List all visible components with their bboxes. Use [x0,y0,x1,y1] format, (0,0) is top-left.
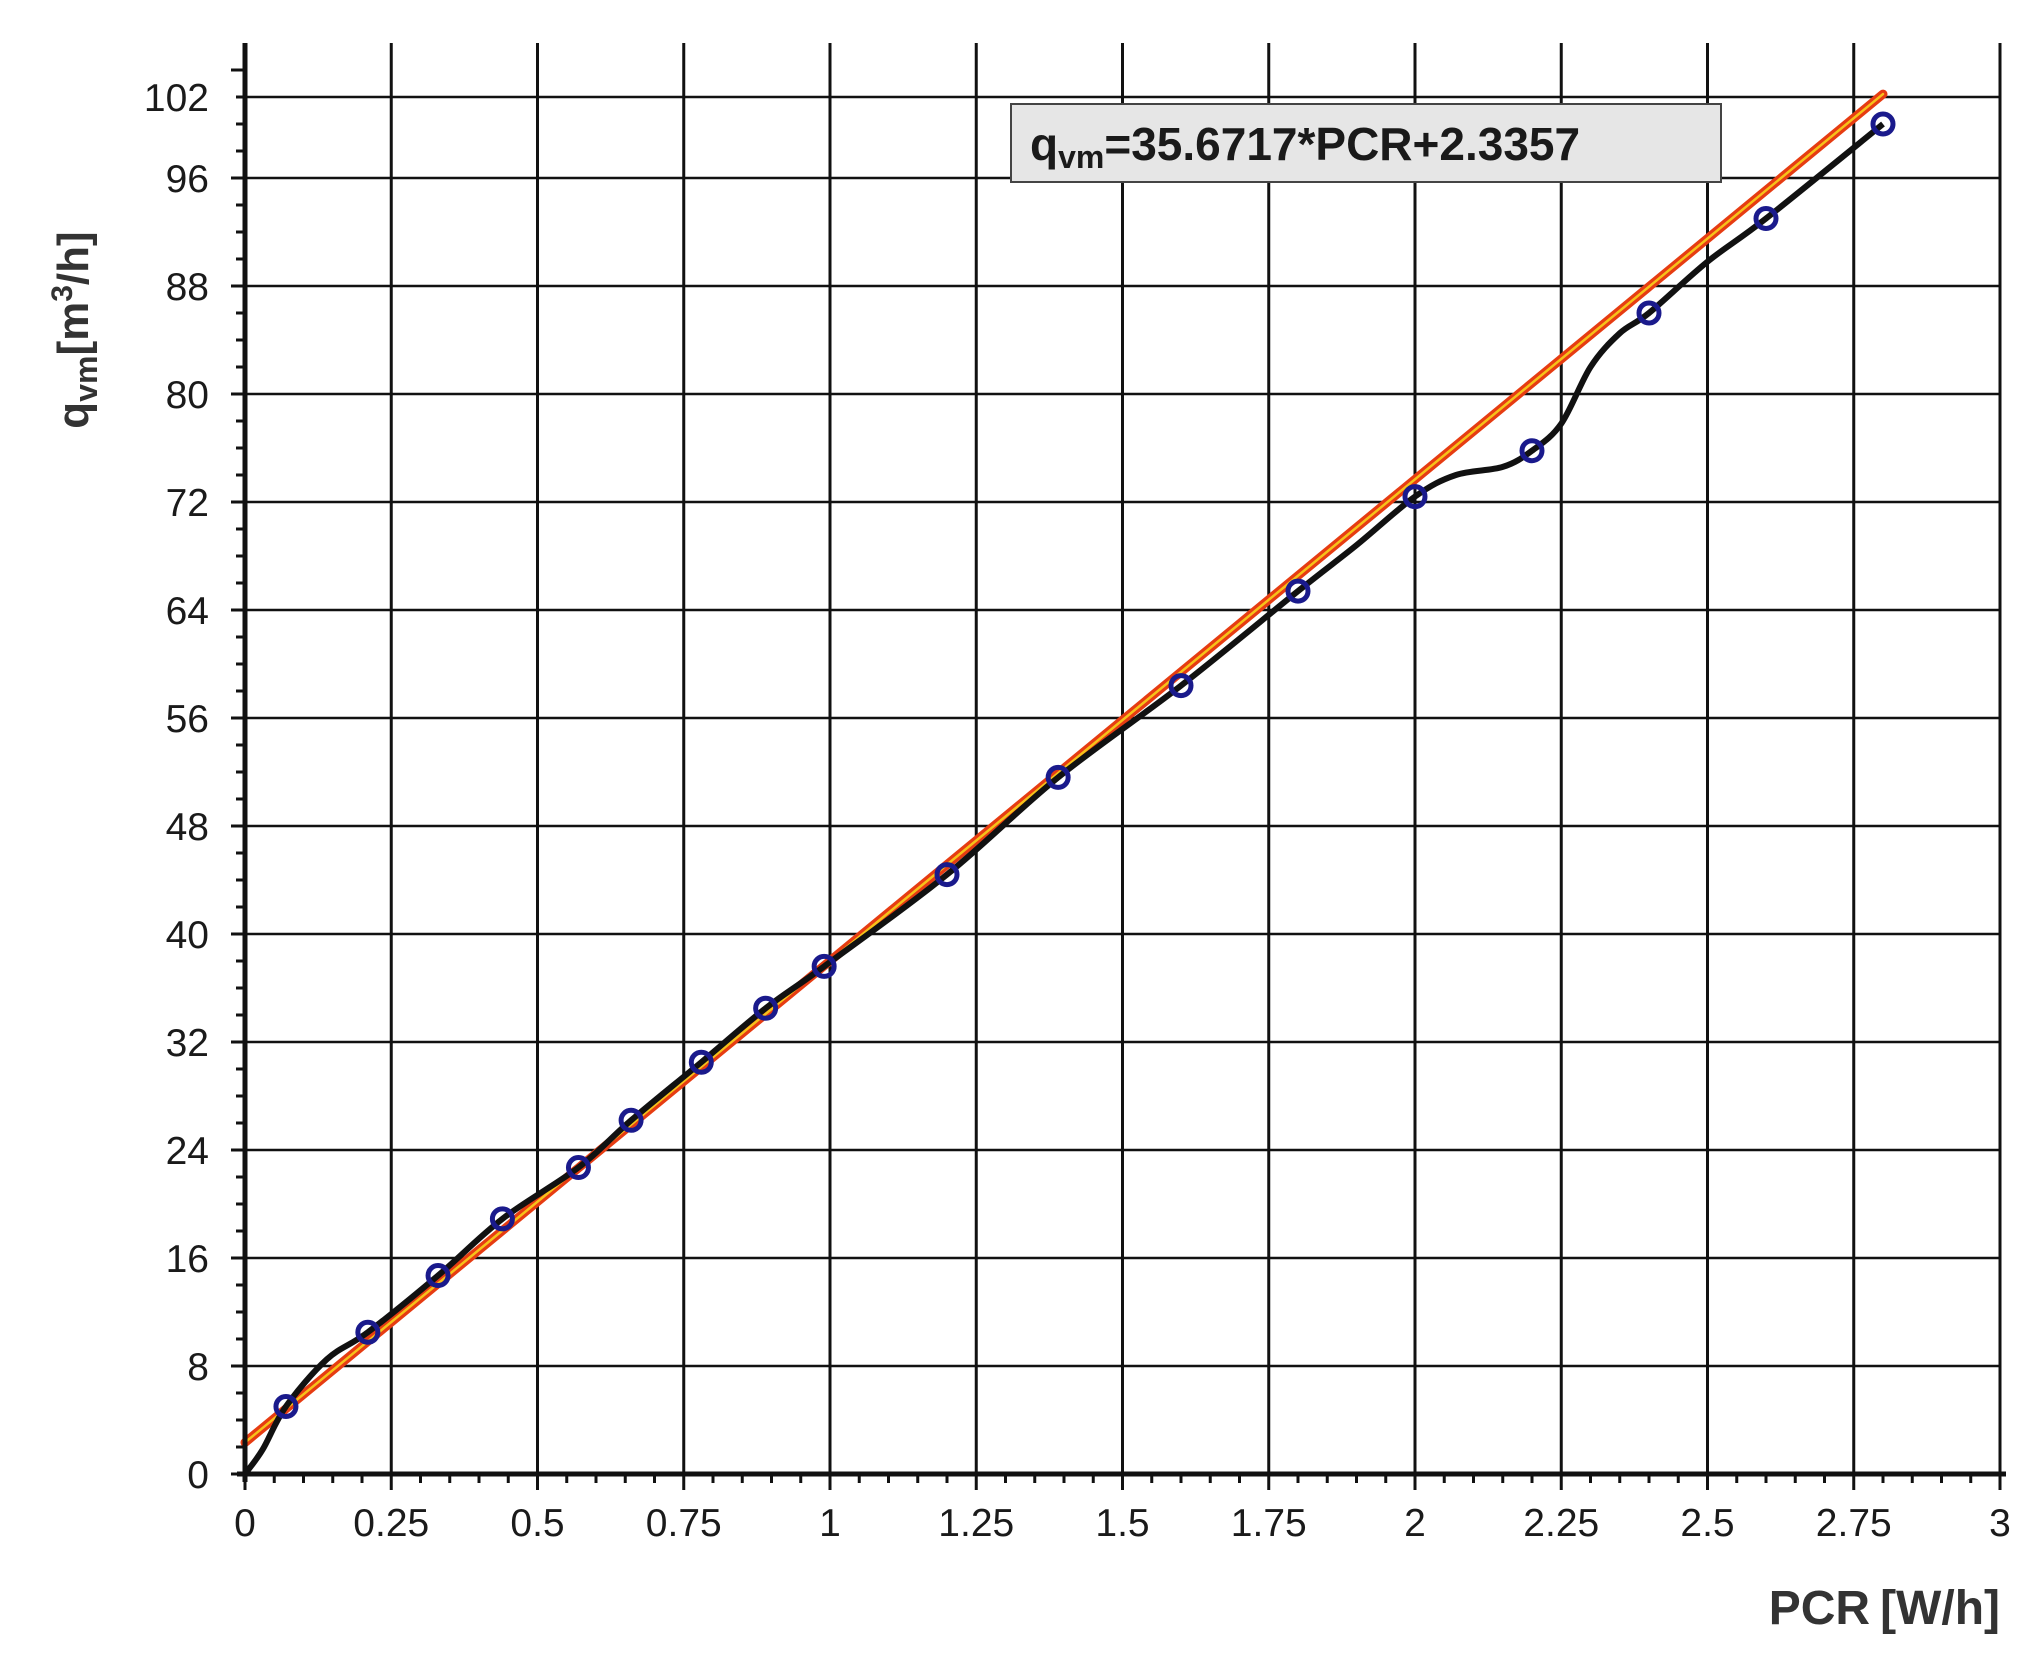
data-point [934,862,960,888]
x-tick-label: 2 [1404,1502,1426,1545]
x-tick-label: 0.25 [353,1502,429,1545]
y-tick-label: 64 [166,590,209,633]
equation-q: q [1030,118,1058,170]
y-axis-title-q: q [49,402,98,429]
x-tick-label: 2.75 [1816,1502,1892,1545]
x-axis-title-main: PCR [1769,1582,1870,1635]
axes [231,43,2006,1490]
measured-curve-path [242,121,1885,1476]
data-point [1870,111,1896,137]
data-point [1285,578,1311,604]
x-axis-title: PCR [W/h] [1769,1582,2000,1635]
grid [245,43,2002,1474]
x-tick-label: 2.25 [1523,1502,1599,1545]
data-point [1402,484,1428,510]
x-tick-label: 0 [234,1502,256,1545]
x-tick-label: 0.75 [646,1502,722,1545]
x-tick-label: 1 [819,1502,841,1545]
y-tick-label: 8 [187,1346,209,1389]
data-point [489,1206,515,1232]
x-tick-label: 2.5 [1680,1502,1734,1545]
y-axis-title-sup: 3 [46,285,79,302]
x-tick-label: 1.75 [1231,1502,1307,1545]
y-tick-label: 48 [166,806,209,849]
y-tick-label: 32 [166,1022,209,1065]
data-markers [273,111,1896,1419]
x-tick-labels: 0 0.25 0.5 0.75 1 1.25 1.5 1.75 2 2.25 2.5 2.75 3 [234,1502,2011,1545]
y-tick-label: 102 [144,77,209,120]
equation-text: qvm=35.6717*PCR+2.3357 [1030,118,1580,175]
data-point [1045,764,1071,790]
measured-curve [242,121,1885,1476]
y-axis-title-sub: vm [68,356,104,402]
data-point [565,1155,591,1181]
data-point [425,1263,451,1289]
y-tick-label: 80 [166,374,209,417]
data-point [1519,438,1545,464]
x-axis-title-unit: [W/h] [1880,1582,2000,1635]
equation-rest: =35.6717*PCR+2.3357 [1104,118,1580,170]
y-tick-label: 88 [166,266,209,309]
y-axis-title: qvm[m3/h] [46,231,104,428]
y-axis-title-unit-a: [m [49,302,98,356]
data-point [1168,673,1194,699]
y-tick-label: 40 [166,914,209,957]
y-tick-label: 56 [166,698,209,741]
y-axis-title-unit-b: /h] [49,231,98,285]
y-tick-label: 72 [166,482,209,525]
x-tick-label: 3 [1989,1502,2011,1545]
equation-box [1010,103,1722,183]
data-point [753,995,779,1021]
data-point [618,1107,644,1133]
x-tick-label: 0.5 [510,1502,564,1545]
x-tick-label: 1.25 [938,1502,1014,1545]
x-tick-label: 1.5 [1095,1502,1149,1545]
y-tick-label: 96 [166,158,209,201]
data-point [1636,300,1662,326]
equation-annotation: qvm=35.6717*PCR+2.3357 [1010,103,1722,183]
y-tick-label: 16 [166,1238,209,1281]
y-tick-label: 0 [187,1454,209,1497]
data-point [1753,206,1779,231]
data-point [811,953,837,979]
y-tick-label: 24 [166,1130,209,1173]
equation-sub: vm [1058,139,1104,175]
y-tick-labels: 0 8 16 24 32 40 48 56 64 72 80 88 96 102 [144,77,209,1497]
data-point [688,1049,714,1075]
data-point [355,1319,381,1345]
data-point [273,1394,299,1419]
